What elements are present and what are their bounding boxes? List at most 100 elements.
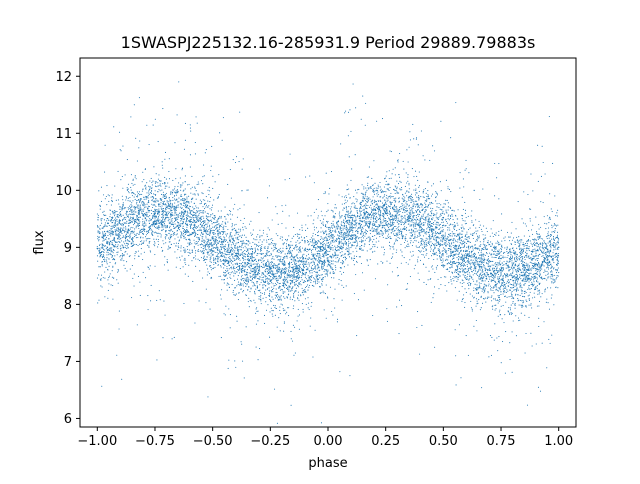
scatter-point: [484, 274, 486, 276]
scatter-point: [261, 252, 263, 254]
scatter-point: [278, 277, 280, 279]
scatter-point: [470, 275, 472, 277]
scatter-point: [353, 224, 355, 226]
scatter-point: [480, 282, 482, 285]
scatter-point: [208, 225, 210, 227]
scatter-point: [140, 253, 142, 255]
scatter-point: [500, 282, 502, 284]
scatter-point: [155, 219, 158, 221]
scatter-point: [422, 191, 424, 193]
scatter-point: [330, 267, 332, 269]
scatter-point: [341, 263, 343, 265]
scatter-point: [321, 283, 323, 285]
scatter-point: [374, 218, 377, 220]
scatter-point: [229, 256, 231, 258]
scatter-point: [250, 288, 252, 290]
scatter-point: [270, 271, 272, 273]
scatter-point: [272, 257, 274, 259]
scatter-point: [387, 229, 389, 231]
scatter-point: [432, 250, 434, 252]
scatter-point: [502, 277, 504, 279]
scatter-point: [225, 272, 227, 274]
scatter-point: [261, 248, 263, 250]
scatter-point: [492, 235, 494, 238]
scatter-point: [360, 262, 363, 265]
scatter-point: [298, 314, 301, 316]
scatter-point: [545, 301, 547, 303]
scatter-point: [216, 257, 219, 259]
scatter-point: [531, 233, 534, 235]
scatter-point: [422, 248, 424, 250]
scatter-point: [303, 291, 306, 293]
scatter-point: [553, 237, 555, 239]
scatter-point: [257, 310, 259, 312]
scatter-point: [127, 235, 129, 238]
scatter-point: [282, 308, 284, 310]
scatter-point: [482, 268, 484, 270]
scatter-point: [423, 189, 425, 191]
scatter-point: [540, 201, 542, 203]
scatter-point: [483, 265, 485, 267]
scatter-point: [552, 275, 554, 277]
scatter-point: [299, 263, 301, 265]
scatter-point: [517, 264, 519, 266]
scatter-point: [456, 299, 458, 301]
scatter-point: [400, 208, 402, 210]
scatter-point: [345, 242, 348, 245]
scatter-point: [213, 230, 215, 232]
scatter-point: [425, 254, 427, 256]
scatter-point: [302, 263, 304, 265]
scatter-point: [242, 229, 244, 231]
scatter-point: [475, 305, 477, 307]
scatter-point: [143, 220, 145, 222]
scatter-point: [431, 210, 433, 212]
scatter-point: [190, 227, 192, 229]
scatter-point: [333, 239, 335, 241]
scatter-point: [313, 219, 315, 221]
scatter-point: [250, 265, 252, 267]
scatter-point: [504, 314, 506, 316]
scatter-point: [542, 255, 544, 257]
scatter-point: [304, 247, 306, 249]
scatter-point: [206, 227, 208, 229]
scatter-point: [184, 175, 186, 177]
scatter-point: [510, 292, 512, 294]
scatter-point: [279, 276, 281, 278]
scatter-point: [110, 235, 112, 237]
scatter-point: [539, 243, 541, 245]
scatter-point: [429, 214, 431, 217]
scatter-point: [228, 359, 230, 361]
scatter-point: [297, 233, 299, 235]
scatter-point: [336, 250, 338, 252]
scatter-point: [444, 232, 446, 234]
scatter-point: [354, 227, 356, 229]
scatter-point: [343, 286, 345, 288]
scatter-point: [251, 281, 253, 283]
scatter-point: [520, 274, 522, 276]
scatter-point: [543, 251, 545, 253]
scatter-point: [283, 330, 285, 332]
scatter-point: [129, 208, 131, 210]
scatter-point: [519, 299, 522, 301]
scatter-point: [126, 159, 128, 161]
scatter-point: [312, 356, 314, 358]
scatter-point: [514, 251, 516, 253]
scatter-point: [230, 244, 232, 246]
scatter-point: [341, 235, 343, 237]
scatter-point: [398, 219, 400, 221]
scatter-point: [437, 217, 439, 219]
scatter-point: [226, 259, 228, 261]
scatter-point: [334, 252, 336, 254]
scatter-point: [154, 190, 156, 192]
scatter-point: [516, 273, 518, 275]
scatter-point: [210, 255, 212, 257]
scatter-point: [156, 221, 158, 223]
scatter-point: [163, 182, 166, 184]
scatter-point: [323, 263, 325, 265]
scatter-point: [220, 237, 222, 240]
scatter-point: [528, 266, 531, 268]
scatter-point: [115, 219, 117, 221]
scatter-point: [428, 221, 430, 223]
scatter-point: [278, 298, 280, 301]
scatter-point: [543, 321, 545, 323]
